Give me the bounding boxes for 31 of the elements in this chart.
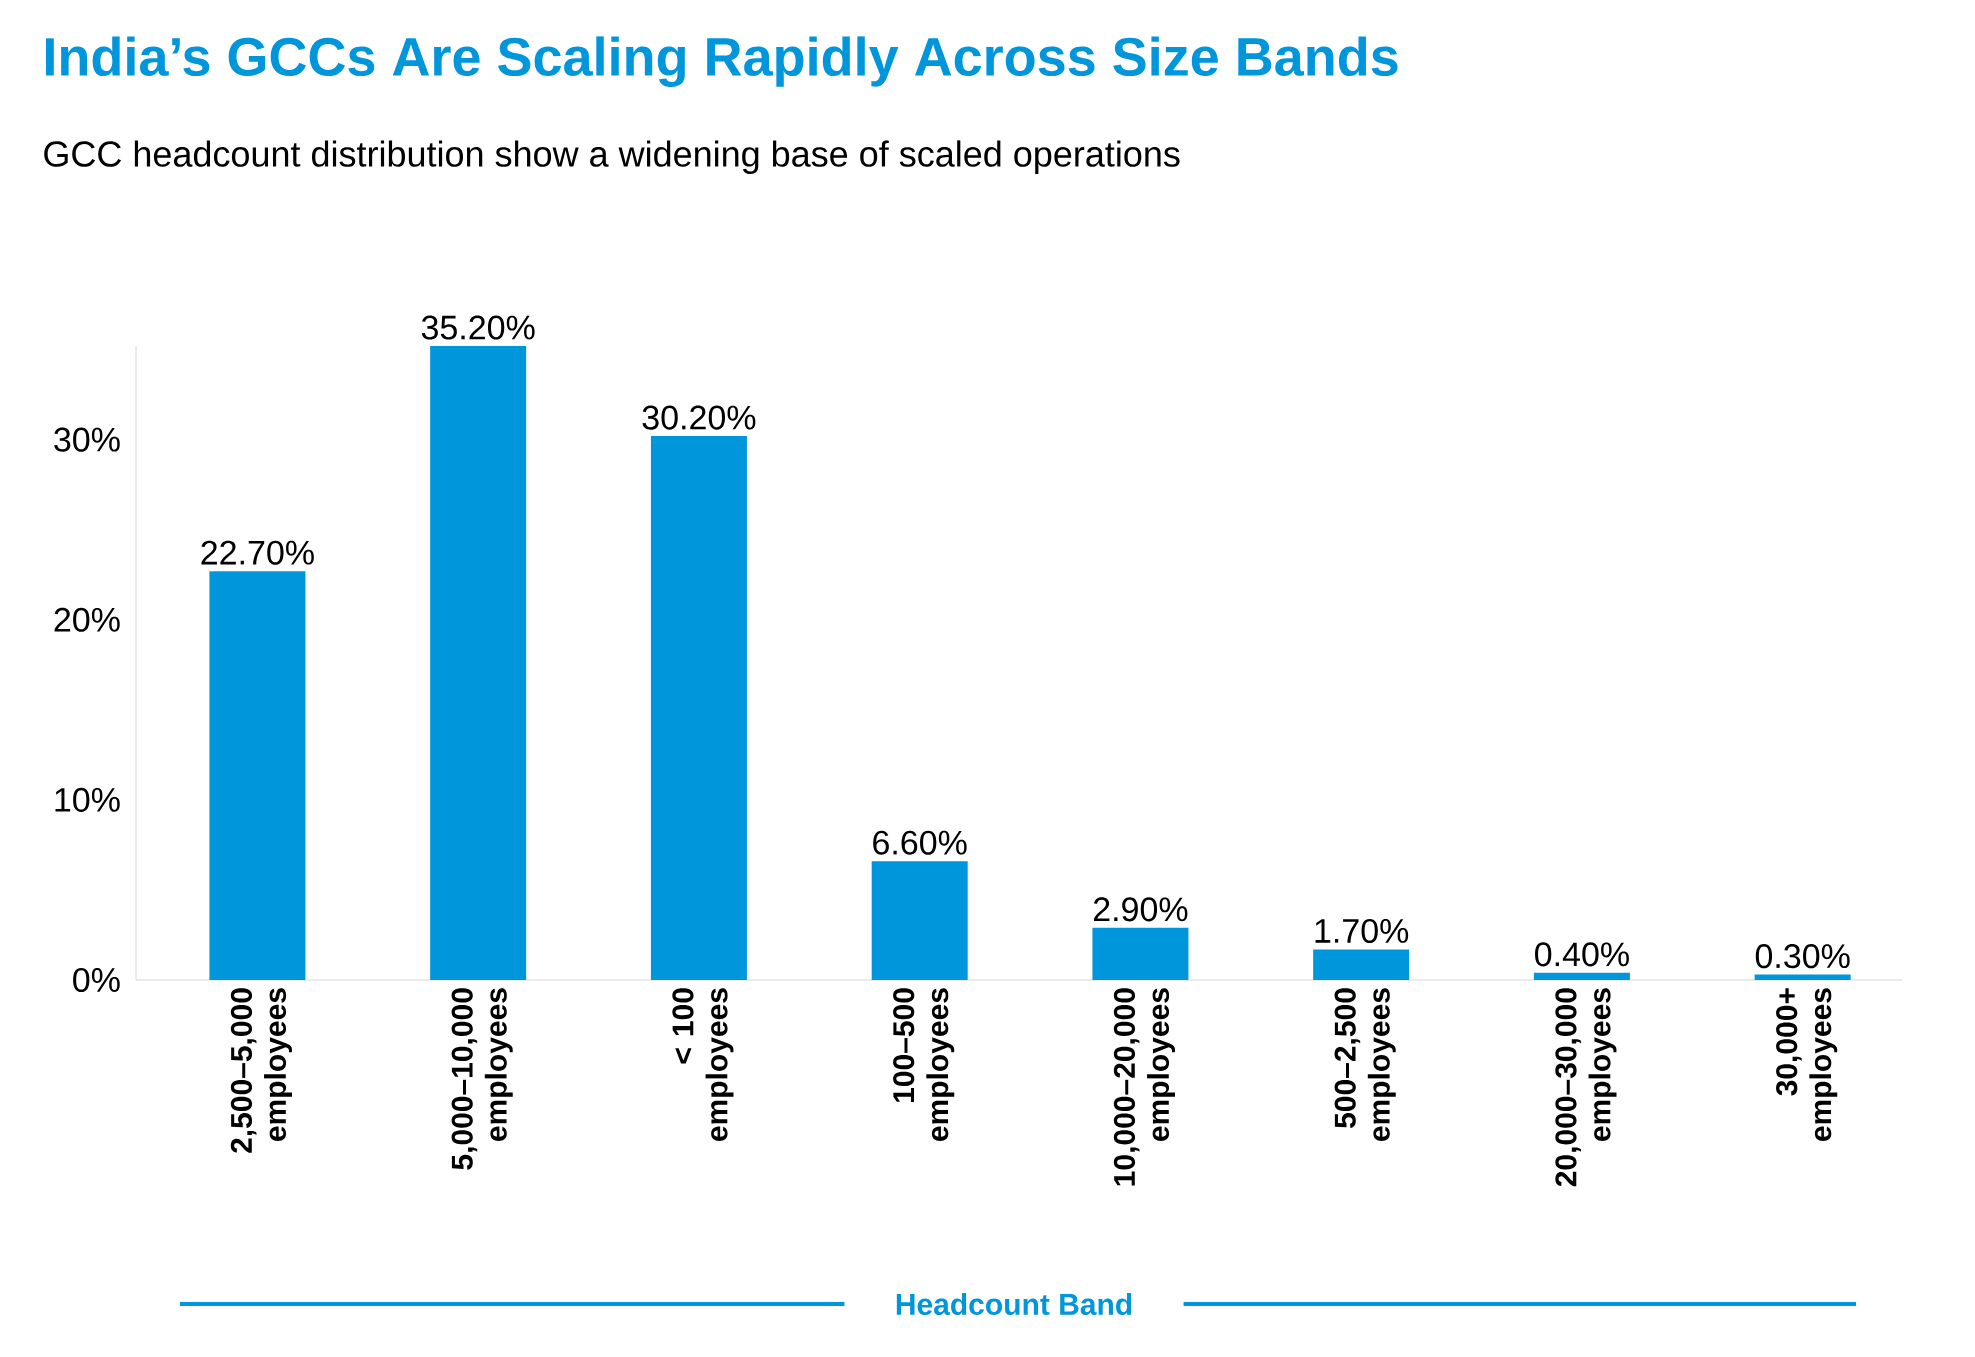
data-label: 30.20%: [642, 405, 756, 430]
x-tick-label: 500–2,500 employees: [1334, 988, 1396, 1141]
x-tick-label: 5,000–10,000 employees: [451, 988, 513, 1170]
x-tick-label: < 100 employees: [672, 988, 734, 1141]
bar: [1092, 927, 1189, 980]
y-tick-label: 20%: [54, 607, 120, 632]
data-label: 35.20%: [421, 315, 535, 340]
y-tick-label: 0%: [73, 967, 120, 993]
x-tick-label: 20,000–30,000 employees: [1555, 988, 1617, 1187]
x-axis-title: Headcount Band: [896, 1292, 1132, 1315]
x-tick-label: 100–500 employees: [893, 988, 955, 1141]
bar: [1533, 972, 1630, 980]
x-tick-label: 30,000+ employees: [1776, 988, 1838, 1141]
bar: [1754, 974, 1851, 980]
bar: [430, 345, 527, 980]
bar: [1313, 949, 1410, 980]
chart-subtitle: GCC headcount distribution show a widening base of scaled operations: [44, 140, 1180, 174]
x-tick-label: 10,000–20,000 employees: [1113, 988, 1175, 1186]
chart-title: India’s GCCs Are Scaling Rapidly Across Size Bands: [46, 36, 1398, 87]
data-label: 22.70%: [201, 540, 314, 565]
x-tick-label: 2,500–5,000 employees: [230, 988, 292, 1153]
data-label: 6.60%: [873, 830, 967, 855]
data-label: 0.40%: [1535, 942, 1629, 967]
bar: [650, 436, 747, 980]
y-tick-label: 30%: [54, 427, 120, 452]
data-label: 0.30%: [1755, 944, 1850, 969]
bar: [209, 571, 306, 980]
data-label: 1.70%: [1315, 918, 1409, 943]
bar: [871, 861, 968, 980]
y-tick-label: 10%: [55, 787, 120, 812]
data-label: 2.90%: [1093, 897, 1188, 922]
